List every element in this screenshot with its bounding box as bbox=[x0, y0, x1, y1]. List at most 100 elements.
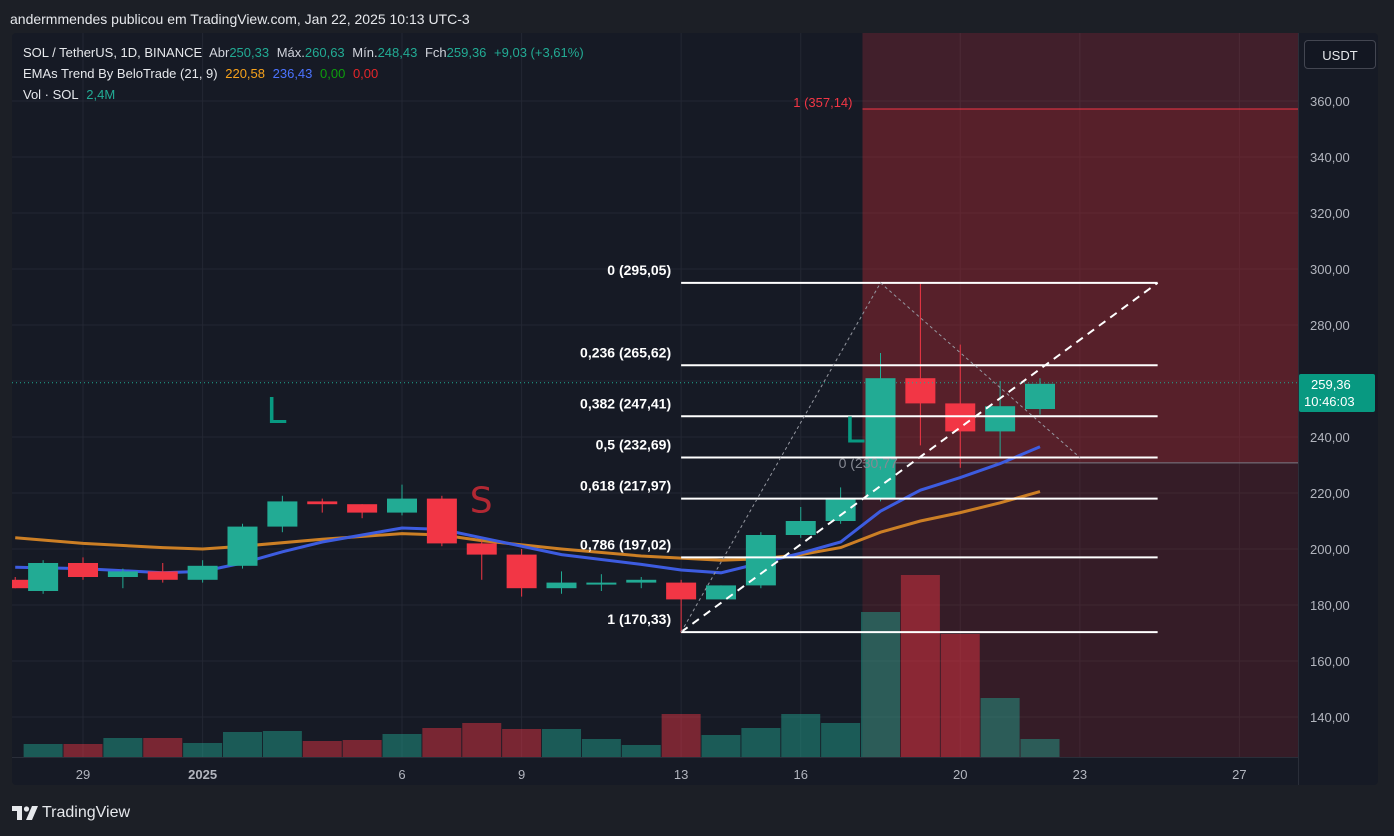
projection-zone-top bbox=[862, 33, 1298, 110]
volume-bar bbox=[223, 732, 262, 757]
signal-label-l: L bbox=[266, 391, 286, 432]
fib-swing-line bbox=[680, 282, 1081, 633]
candle-body bbox=[506, 554, 537, 589]
legend-ema-down-value: 0,00 bbox=[352, 66, 379, 81]
tradingview-logo[interactable]: TradingView bbox=[12, 804, 130, 822]
signal-label-s: S bbox=[470, 481, 493, 522]
candle-body bbox=[12, 579, 31, 589]
signal-label-l: L bbox=[845, 411, 865, 452]
brand-name: TradingView bbox=[42, 804, 131, 821]
time-axis-tick-label: 6 bbox=[398, 767, 405, 782]
candle-body bbox=[706, 585, 736, 600]
volume-bar bbox=[342, 740, 382, 757]
candle-body bbox=[985, 406, 1016, 432]
bar-countdown: 10:46:03 bbox=[1304, 394, 1355, 409]
legend-low-label: Mín. bbox=[352, 45, 378, 60]
fib-trend-line bbox=[680, 282, 1159, 633]
candle-body bbox=[187, 565, 218, 580]
legend-change: +9,03 (+3,61%) bbox=[494, 45, 584, 60]
candle-body bbox=[1025, 383, 1055, 409]
price-axis-tick-label: 220,00 bbox=[1310, 486, 1350, 501]
price-axis-tick-label: 140,00 bbox=[1310, 710, 1350, 725]
price-axis-tick-label: 300,00 bbox=[1310, 262, 1350, 277]
price-axis-tick-label: 360,00 bbox=[1310, 94, 1350, 109]
time-axis-tick-label: 27 bbox=[1232, 767, 1246, 782]
volume-bar bbox=[183, 743, 223, 757]
fib-level-label: 0,786 (197,02) bbox=[580, 536, 671, 552]
candle-body bbox=[426, 498, 457, 544]
time-axis-tick-label: 9 bbox=[518, 767, 525, 782]
fib-level-label: 0,236 (265,62) bbox=[580, 344, 671, 360]
volume-bar bbox=[462, 723, 502, 757]
volume-bar bbox=[1020, 739, 1060, 757]
tradingview-logo-icon bbox=[12, 806, 38, 820]
volume-bar bbox=[382, 734, 422, 757]
volume-bar bbox=[940, 634, 980, 757]
volume-bar bbox=[661, 714, 701, 757]
candle-body bbox=[785, 521, 816, 535]
volume-bar bbox=[502, 729, 542, 757]
legend-ema9-value: 236,43 bbox=[272, 66, 313, 81]
volume-bar bbox=[302, 741, 342, 757]
plot-area: 1 (357,14) 0 (295,05) 0,236 (265,62) 0,382 … bbox=[0, 33, 1298, 757]
fib-level-label: 0,618 (217,97) bbox=[580, 478, 671, 494]
volume-bar bbox=[262, 731, 302, 757]
time-axis-tick-label: 20 bbox=[953, 767, 967, 782]
candle-body bbox=[227, 526, 258, 566]
time-axis-tick-label: 2025 bbox=[188, 767, 217, 782]
legend-volume-row: Vol · SOL 2,4M bbox=[23, 87, 119, 102]
candle-body bbox=[825, 498, 856, 521]
legend-ema-name[interactable]: EMAs Trend By BeloTrade (21, 9) bbox=[23, 66, 218, 81]
legend-volume-name[interactable]: Vol · SOL bbox=[23, 87, 79, 102]
candle-body bbox=[865, 378, 896, 499]
legend-volume-value: 2,4M bbox=[86, 87, 116, 102]
price-axis-tick-label: 280,00 bbox=[1310, 318, 1350, 333]
price-axis-tick-label: 200,00 bbox=[1310, 542, 1350, 557]
legend-close: 259,36 bbox=[446, 45, 487, 60]
candle-body bbox=[68, 563, 98, 577]
volume-bar bbox=[781, 714, 821, 757]
fib-level-label: 0 (295,05) bbox=[607, 262, 671, 278]
volume-bar bbox=[143, 738, 183, 757]
currency-button[interactable]: USDT bbox=[1304, 40, 1376, 69]
fib-level-label: 0,5 (232,69) bbox=[596, 436, 672, 452]
volume-bar bbox=[0, 741, 8, 757]
volume-bar bbox=[900, 575, 940, 757]
fib-level-label: 1 (170,33) bbox=[607, 611, 671, 627]
ema21-line bbox=[15, 490, 1041, 562]
last-price-tag: 259,36 10:46:03 bbox=[1299, 374, 1375, 412]
legend-ema-up-value: 0,00 bbox=[320, 66, 346, 81]
time-axis-tick-label: 23 bbox=[1073, 767, 1087, 782]
volume-bar bbox=[621, 745, 661, 757]
candle-body bbox=[905, 378, 936, 404]
candle-body bbox=[546, 582, 577, 589]
candle-body bbox=[466, 543, 497, 555]
candle-body bbox=[586, 582, 617, 585]
last-price-value: 259,36 bbox=[1311, 377, 1351, 392]
volume-bar bbox=[821, 723, 861, 757]
legend-open: 250,33 bbox=[229, 45, 270, 60]
fib-level-label: 0,382 (247,41) bbox=[580, 395, 671, 411]
chart-pane[interactable] bbox=[12, 33, 1378, 785]
volume-bar bbox=[63, 744, 103, 757]
volume-bar bbox=[422, 728, 462, 757]
legend-symbol[interactable]: SOL / TetherUS, 1D, BINANCE bbox=[23, 45, 203, 60]
volume-bar bbox=[103, 738, 143, 757]
candle-body bbox=[28, 563, 59, 591]
legend-ema-row: EMAs Trend By BeloTrade (21, 9) 220,58 2… bbox=[23, 66, 382, 81]
projection-zone-target bbox=[862, 109, 1298, 463]
attribution-text: andermmendes publicou em TradingView.com… bbox=[10, 11, 470, 27]
volume-bar bbox=[581, 739, 621, 757]
attribution-bar: andermmendes publicou em TradingView.com… bbox=[0, 0, 1394, 36]
legend-low: 248,43 bbox=[377, 45, 418, 60]
price-axis-tick-label: 320,00 bbox=[1310, 206, 1350, 221]
volume-bar bbox=[542, 729, 581, 757]
time-axis-tick-label: 16 bbox=[794, 767, 808, 782]
candle-body bbox=[267, 501, 298, 527]
legend-close-label: Fch bbox=[424, 45, 447, 60]
legend-open-label: Abr bbox=[209, 45, 230, 60]
candle-body bbox=[307, 501, 338, 505]
price-axis-tick-label: 180,00 bbox=[1310, 598, 1350, 613]
candle-body bbox=[147, 571, 178, 580]
